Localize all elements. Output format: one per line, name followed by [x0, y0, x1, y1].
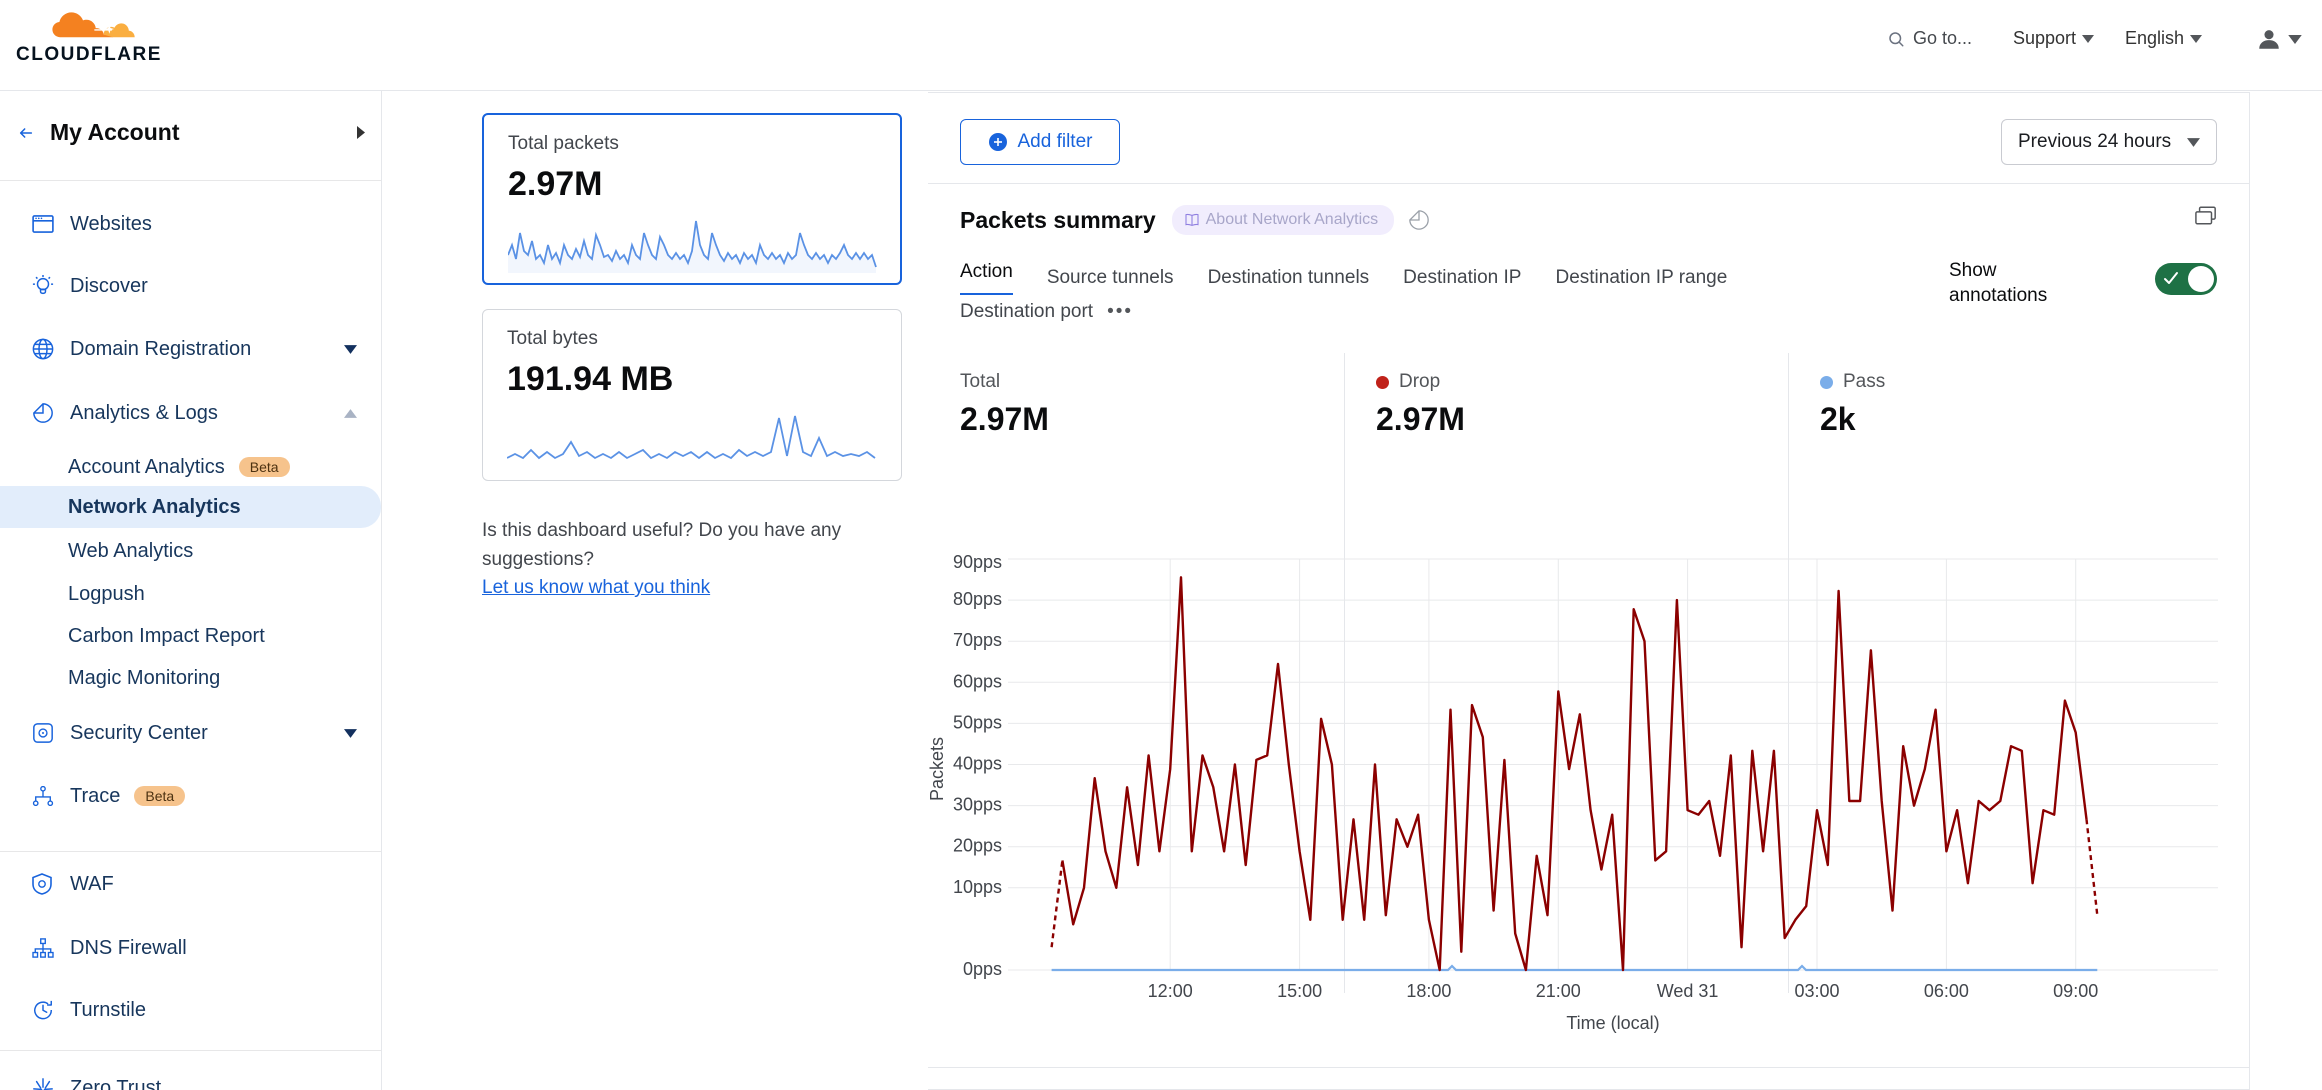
svg-text:50pps: 50pps — [953, 712, 1002, 732]
svg-text:Packets: Packets — [928, 737, 947, 801]
svg-text:20pps: 20pps — [953, 836, 1002, 856]
svg-text:40pps: 40pps — [953, 754, 1002, 774]
svg-text:06:00: 06:00 — [1924, 981, 1969, 1001]
svg-text:Time (local): Time (local) — [1566, 1013, 1659, 1033]
svg-text:30pps: 30pps — [953, 795, 1002, 815]
svg-text:18:00: 18:00 — [1406, 981, 1451, 1001]
svg-text:10pps: 10pps — [953, 877, 1002, 897]
svg-text:90pps: 90pps — [953, 552, 1002, 572]
svg-text:80pps: 80pps — [953, 589, 1002, 609]
svg-text:21:00: 21:00 — [1536, 981, 1581, 1001]
svg-text:03:00: 03:00 — [1794, 981, 1839, 1001]
svg-text:12:00: 12:00 — [1148, 981, 1193, 1001]
svg-text:0pps: 0pps — [963, 959, 1002, 979]
svg-text:09:00: 09:00 — [2053, 981, 2098, 1001]
svg-text:15:00: 15:00 — [1277, 981, 1322, 1001]
svg-text:60pps: 60pps — [953, 671, 1002, 691]
svg-text:70pps: 70pps — [953, 630, 1002, 650]
svg-text:Wed 31: Wed 31 — [1657, 981, 1719, 1001]
